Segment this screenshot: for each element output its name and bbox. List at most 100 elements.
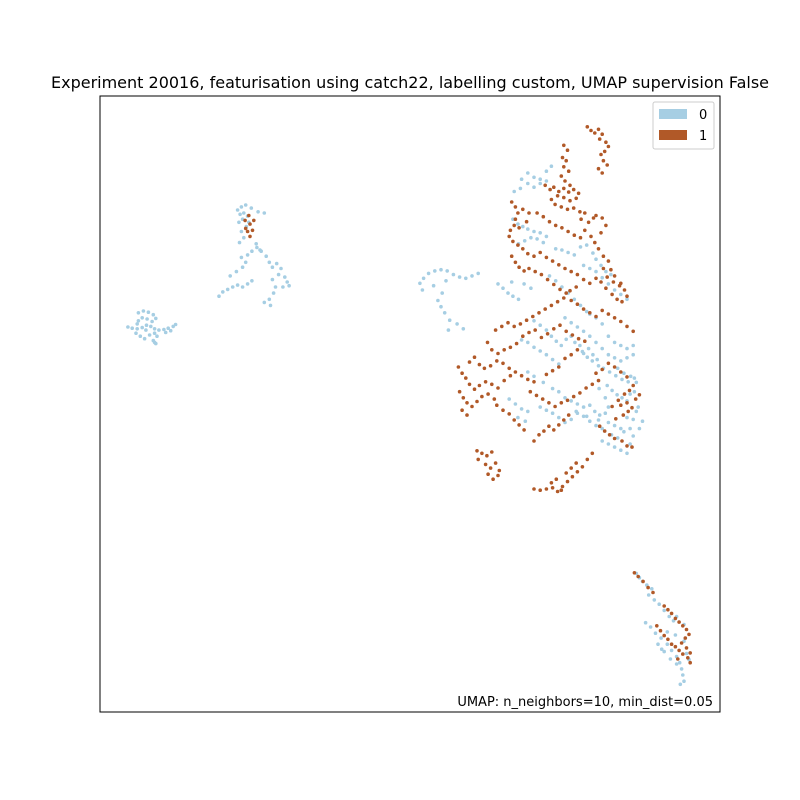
point-series-0-187 [606, 442, 611, 446]
point-series-1-23 [565, 148, 570, 152]
point-series-1-300 [684, 646, 689, 650]
point-series-0-218 [535, 237, 539, 241]
point-series-0-303 [681, 673, 685, 677]
point-series-0-81 [254, 242, 258, 246]
point-series-1-165 [460, 371, 464, 376]
point-series-1-213 [619, 370, 623, 374]
point-series-1-205 [578, 391, 582, 395]
point-series-0-305 [678, 682, 683, 687]
point-series-0-40 [245, 282, 250, 286]
point-series-1-226 [621, 413, 626, 417]
point-series-0-158 [519, 407, 524, 411]
point-series-0-130 [532, 374, 536, 379]
point-series-1-168 [472, 387, 477, 392]
point-series-0-255 [619, 359, 623, 363]
point-series-1-64 [586, 220, 591, 225]
point-series-0-159 [526, 409, 530, 414]
point-series-1-21 [600, 171, 604, 175]
point-series-0-123 [573, 340, 577, 345]
point-series-0-141 [603, 411, 608, 416]
point-series-1-44 [553, 202, 557, 207]
point-series-1-172 [496, 386, 500, 390]
point-series-1-18 [601, 158, 606, 163]
point-series-1-86 [532, 254, 536, 258]
point-series-0-37 [230, 285, 235, 289]
series-0-points [126, 164, 691, 687]
point-series-0-293 [671, 619, 676, 623]
point-series-0-270 [619, 343, 623, 348]
point-series-1-115 [527, 266, 531, 271]
point-series-1-278 [630, 445, 634, 449]
point-series-0-42 [228, 274, 232, 278]
point-series-0-221 [560, 248, 564, 252]
point-series-1-150 [502, 348, 507, 352]
point-series-1-122 [569, 298, 573, 303]
point-series-0-292 [667, 614, 671, 619]
point-series-1-99 [610, 292, 614, 297]
point-series-1-239 [483, 462, 488, 467]
point-series-0-78 [249, 206, 254, 210]
point-series-1-237 [490, 450, 494, 454]
point-series-0-265 [620, 377, 624, 382]
point-series-1-25 [564, 158, 568, 163]
point-series-0-269 [612, 340, 617, 345]
point-series-1-5 [245, 229, 250, 234]
point-series-0-49 [255, 245, 259, 250]
point-series-0-237 [619, 292, 623, 297]
point-series-1-193 [513, 370, 518, 374]
point-series-1-53 [560, 226, 564, 230]
point-series-1-231 [512, 418, 516, 422]
point-series-1-163 [583, 339, 587, 344]
point-series-0-10 [171, 324, 175, 329]
point-series-0-210 [521, 224, 525, 229]
point-series-1-296 [684, 627, 689, 632]
point-series-1-267 [547, 424, 551, 429]
point-series-1-222 [630, 405, 634, 410]
point-series-0-256 [625, 356, 629, 360]
point-series-0-189 [619, 448, 623, 453]
point-series-0-60 [267, 297, 272, 302]
point-series-1-55 [572, 233, 577, 237]
point-series-0-235 [606, 282, 611, 286]
point-series-1-274 [607, 433, 612, 437]
point-series-0-80 [262, 211, 267, 215]
point-series-0-105 [461, 327, 466, 331]
point-series-0-205 [532, 185, 536, 189]
point-series-1-67 [583, 211, 587, 215]
point-series-0-308 [668, 657, 673, 661]
point-series-0-38 [235, 283, 240, 287]
point-series-1-238 [476, 457, 481, 462]
point-series-1-127 [600, 308, 604, 313]
point-series-0-167 [569, 417, 573, 422]
point-series-0-35 [221, 290, 225, 294]
point-series-1-248 [544, 487, 549, 491]
point-series-1-13 [597, 137, 602, 141]
point-series-0-192 [631, 434, 635, 438]
point-series-0-97 [420, 288, 425, 292]
point-series-1-116 [533, 269, 537, 274]
point-series-0-62 [268, 303, 273, 308]
point-series-1-105 [611, 280, 616, 284]
point-series-1-15 [606, 144, 611, 149]
point-series-0-165 [557, 415, 561, 420]
point-series-1-199 [540, 397, 545, 401]
point-series-0-59 [271, 291, 276, 295]
point-series-1-236 [485, 453, 489, 458]
point-series-1-74 [527, 211, 531, 215]
point-series-1-293 [673, 616, 678, 621]
point-series-0-251 [594, 340, 598, 345]
point-series-0-246 [563, 316, 567, 320]
point-series-1-167 [467, 382, 472, 387]
point-series-0-135 [569, 399, 573, 403]
point-series-0-137 [581, 405, 586, 409]
point-series-1-245 [496, 473, 500, 478]
point-series-1-81 [507, 234, 512, 239]
point-series-0-129 [526, 370, 530, 374]
point-series-0-200 [544, 169, 549, 173]
point-series-1-133 [493, 328, 498, 332]
point-series-0-296 [653, 631, 658, 635]
point-series-0-95 [476, 271, 481, 276]
point-series-1-252 [565, 479, 570, 484]
point-series-0-232 [588, 266, 592, 271]
point-series-1-196 [532, 380, 536, 384]
